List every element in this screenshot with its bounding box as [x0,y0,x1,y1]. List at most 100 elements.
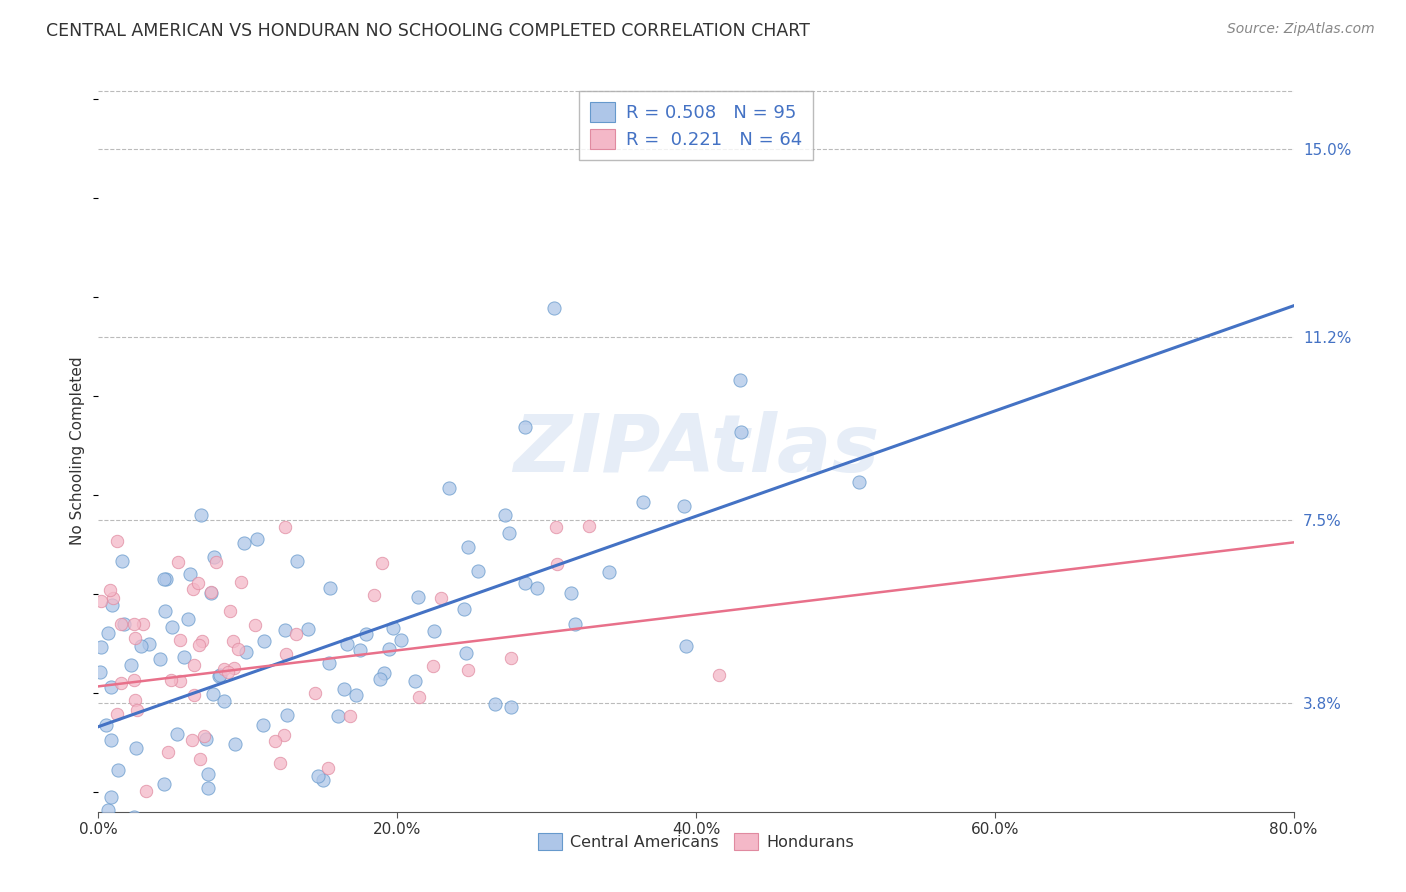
Point [181,733,204,747]
Point [208,669,231,683]
Point [304,685,326,699]
Point [152,572,174,586]
Point [202,549,225,564]
Point [167,555,190,569]
Point [127,703,149,717]
Point [297,623,319,637]
Point [484,698,506,712]
Point [107,764,129,778]
Point [391,632,413,647]
Point [673,500,696,514]
Point [456,646,478,660]
Point [153,604,176,618]
Point [149,652,172,666]
Point [326,708,349,723]
Point [186,834,208,848]
Point [263,734,285,748]
Point [285,626,308,640]
Point [187,576,209,591]
Point [187,834,209,848]
Point [122,673,145,688]
Point [160,620,183,634]
Point [235,645,257,659]
Point [457,663,479,677]
Point [212,694,235,708]
Legend: Central Americans, Hondurans: Central Americans, Hondurans [530,825,862,858]
Point [197,781,219,796]
Point [363,588,385,602]
Point [246,532,269,546]
Point [221,834,243,848]
Point [439,481,461,495]
Point [285,554,308,568]
Point [252,633,274,648]
Point [269,756,291,770]
Point [515,420,537,434]
Point [319,581,342,595]
Point [201,687,224,701]
Point [494,508,516,522]
Point [453,602,475,616]
Point [195,731,218,746]
Y-axis label: No Schooling Completed: No Schooling Completed [70,356,86,545]
Point [111,554,134,568]
Point [344,688,367,702]
Point [422,658,444,673]
Point [101,599,124,613]
Point [181,582,204,596]
Point [129,640,152,654]
Point [333,682,356,697]
Point [467,564,489,578]
Point [526,581,548,595]
Point [124,631,146,645]
Point [229,575,252,590]
Point [138,637,160,651]
Point [188,752,211,766]
Point [277,818,299,832]
Point [422,624,444,639]
Point [156,745,179,759]
Point [187,638,209,652]
Point [121,834,143,848]
Point [131,617,153,632]
Point [311,773,333,788]
Point [97,803,120,817]
Point [543,301,565,315]
Point [336,637,359,651]
Point [179,566,201,581]
Point [112,616,135,631]
Point [177,612,200,626]
Point [371,556,394,570]
Point [166,727,188,741]
Point [631,494,654,508]
Point [100,733,122,747]
Point [339,708,361,723]
Point [181,834,204,848]
Point [155,572,177,586]
Point [222,633,245,648]
Point [120,658,142,673]
Point [307,769,329,783]
Point [173,650,195,665]
Point [546,520,568,534]
Point [349,642,371,657]
Point [499,699,522,714]
Point [276,708,298,723]
Point [98,582,121,597]
Point [217,665,239,680]
Point [498,526,520,541]
Point [245,618,267,632]
Point [169,674,191,689]
Point [598,566,620,580]
Point [142,814,165,828]
Point [169,632,191,647]
Point [200,585,222,599]
Text: CENTRAL AMERICAN VS HONDURAN NO SCHOOLING COMPLETED CORRELATION CHART: CENTRAL AMERICAN VS HONDURAN NO SCHOOLIN… [46,22,810,40]
Point [354,627,377,641]
Point [430,591,453,605]
Point [100,680,122,694]
Point [675,640,697,654]
Point [207,834,229,848]
Point [229,834,252,848]
Text: ZIPAtlas: ZIPAtlas [513,411,879,490]
